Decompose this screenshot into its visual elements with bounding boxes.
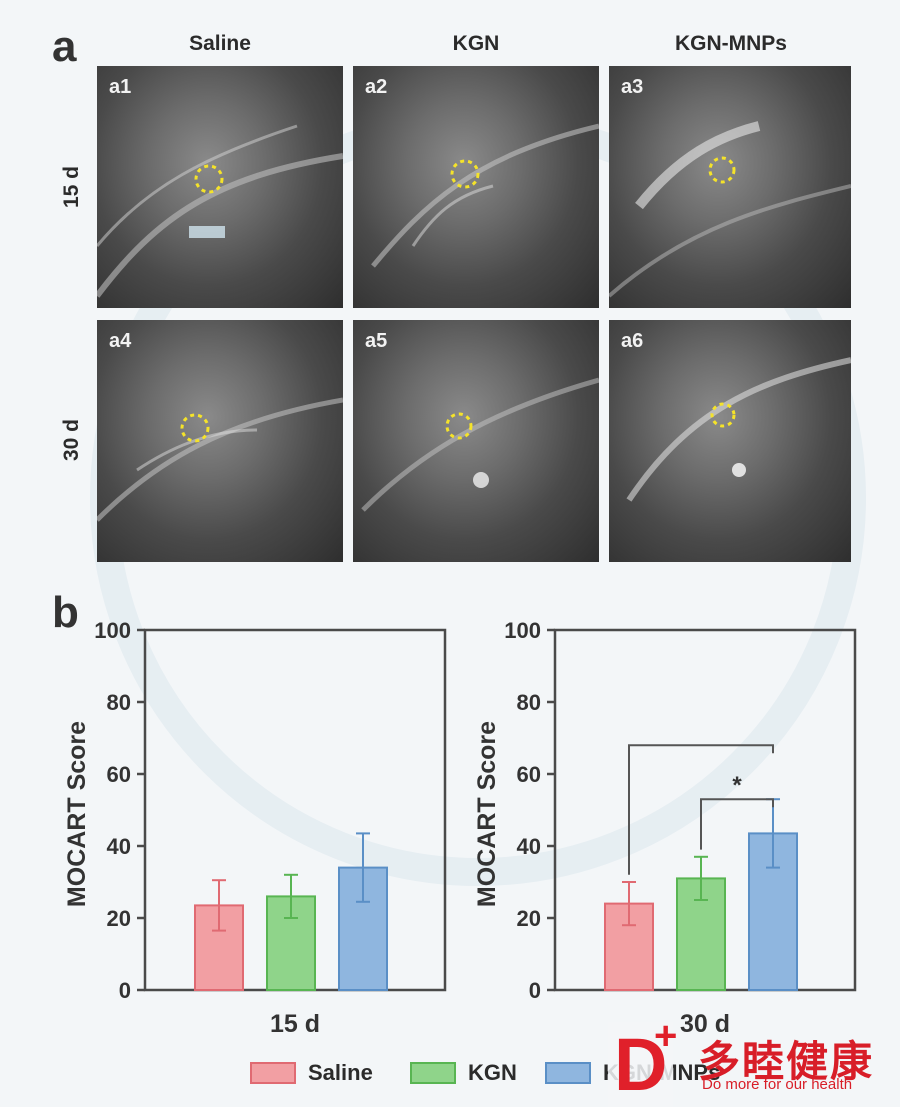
chart-15d: 0 20 40 60 80 100 MOCART Score 15 d (63, 618, 447, 1038)
y-tick-label: 80 (517, 690, 541, 715)
legend-swatch-saline (250, 1062, 296, 1084)
y-axis-label: MOCART Score (63, 721, 91, 907)
legend-label-saline: Saline (308, 1060, 373, 1085)
legend-label-kgn: KGN (468, 1060, 517, 1085)
panel-a-letter: a (52, 22, 77, 71)
brand-tagline: Do more for our health (702, 1076, 853, 1093)
y-tick-label: 100 (504, 618, 541, 643)
brand-logo-mark: D (608, 1022, 674, 1107)
mri-image-a1: a1 (97, 66, 343, 308)
image-label-a2: a2 (365, 76, 388, 98)
column-label-kgn-mnps: KGN-MNPs (674, 32, 787, 55)
y-tick-label: 80 (107, 690, 131, 715)
panel-b-letter: b (52, 588, 79, 637)
y-tick-label: 20 (107, 906, 131, 931)
mri-image-a3: a3 (609, 66, 851, 308)
column-label-saline: Saline (189, 32, 251, 55)
brand-chinese-name: 多睦健康 (698, 1037, 875, 1086)
legend-swatch-kgn (410, 1062, 456, 1084)
legend-swatch-kgn-mnps (545, 1062, 591, 1084)
image-label-a6: a6 (621, 330, 644, 352)
row-label-15d: 15 d (60, 165, 83, 209)
image-label-a4: a4 (109, 330, 132, 352)
y-tick-label: 40 (107, 834, 131, 859)
y-tick-label: 20 (517, 906, 541, 931)
mri-image-a5: a5 (353, 320, 599, 562)
significance-bracket (700, 798, 774, 850)
chart-30d: 0 20 40 60 80 100 MOCART Score 30 d * (473, 618, 857, 1038)
legend-item-saline: Saline (250, 1060, 373, 1086)
brand-plus-icon: + (654, 1014, 678, 1058)
image-label-a1: a1 (109, 76, 132, 98)
column-label-kgn: KGN (452, 32, 500, 55)
mri-image-a6: a6 (609, 320, 851, 562)
y-tick-label: 40 (517, 834, 541, 859)
y-tick-label: 100 (94, 618, 131, 643)
y-tick-label: 60 (517, 762, 541, 787)
mri-image-a2: a2 (353, 66, 599, 308)
mri-image-a4: a4 (97, 320, 343, 562)
row-label-30d: 30 d (60, 418, 83, 462)
chart-title: 15 d (270, 1010, 320, 1038)
image-label-a5: a5 (365, 330, 388, 352)
y-tick-label: 60 (107, 762, 131, 787)
significance-label: * (732, 772, 742, 799)
y-axis-label: MOCART Score (473, 721, 501, 907)
significance-bracket (628, 744, 774, 875)
y-tick-label: 0 (119, 978, 131, 1003)
image-label-a3: a3 (621, 76, 644, 98)
legend-item-kgn: KGN (410, 1060, 517, 1086)
y-tick-label: 0 (529, 978, 541, 1003)
chart-title: 30 d (680, 1010, 730, 1038)
